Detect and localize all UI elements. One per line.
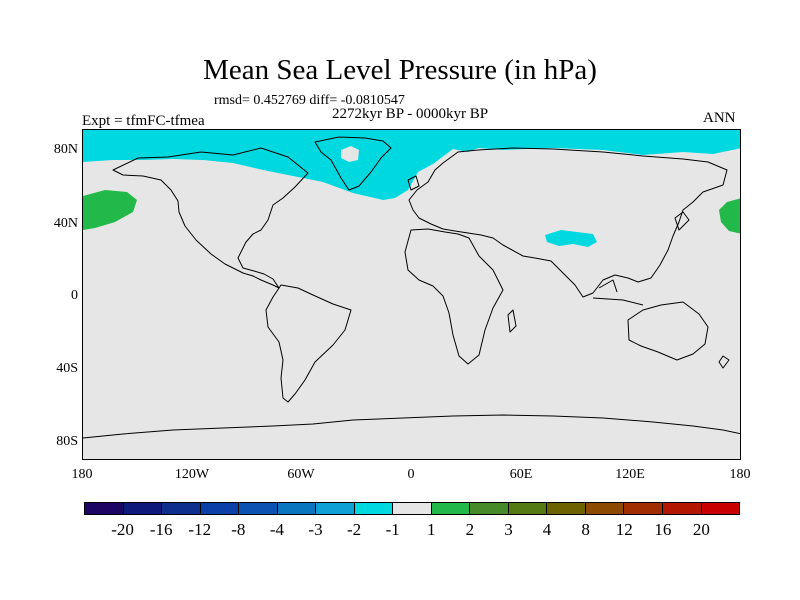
colorbar-box [431,503,471,514]
lon-label-120w: 120W [174,467,210,482]
coast-antarctica [83,414,740,439]
colorbar-label: -4 [269,520,285,539]
plot-title: Mean Sea Level Pressure (in hPa) [203,54,597,86]
coast-greenland [314,136,392,191]
period-subtitle: 2272kyr BP - 0000kyr BP [331,106,489,122]
anomaly-arctic-north-atlantic [83,130,740,200]
coast-indonesia [592,279,644,306]
colorbar-label: -3 [308,520,323,539]
lon-label-60w: 60W [287,467,315,482]
coast-australia [627,301,709,361]
colorbar-box [393,503,432,514]
colorbar-box [585,503,625,514]
coast-japan [674,211,690,231]
colorbar-label: -1 [385,520,400,539]
colorbar-box [85,503,124,514]
coast-madagascar [507,309,517,333]
lon-label-0: 0 [407,467,415,482]
lat-label-40n: 40N [53,216,78,231]
coast-africa [404,228,504,365]
colorbar-label: 12 [615,520,633,539]
colorbar-label: -20 [111,520,134,539]
anomaly-tibet [545,230,597,247]
coast-south-america [265,284,352,403]
colorbar [84,502,740,515]
world-map [82,129,741,460]
colorbar-box [624,503,663,514]
coast-north-america [112,147,309,289]
colorbar-box [200,503,240,514]
colorbar-box [508,503,548,514]
lat-label-80s: 80S [56,434,78,449]
coastlines [83,136,740,439]
map-canvas [83,130,740,439]
colorbar-box [316,503,355,514]
lon-label-180e: 180 [729,467,751,482]
stats-subtitle: rmsd= 0.452769 diff= -0.0810547 [214,93,405,108]
season-label: ANN [703,110,736,126]
colorbar-box [162,503,201,514]
colorbar-label: 2 [465,520,475,539]
colorbar-label: -16 [149,520,173,539]
anomaly-pacific-east [719,198,740,234]
anomaly-shading [83,130,740,247]
colorbar-box [662,503,702,514]
colorbar-label: 16 [654,520,672,539]
colorbar-label: 4 [542,520,552,539]
anomaly-greenland-hole [341,146,359,162]
lat-label-40s: 40S [56,361,78,376]
experiment-label: Expt = tfmFC-tfmea [82,113,205,129]
colorbar-label: 8 [581,520,590,539]
colorbar-label: -8 [231,520,246,539]
colorbar-box [123,503,163,514]
coast-new-zealand [718,355,730,369]
lat-label-80n: 80N [53,142,78,157]
colorbar-box [701,503,740,514]
colorbar-box [277,503,317,514]
colorbar-label: -12 [188,520,212,539]
colorbar-box [470,503,509,514]
coast-eurasia [408,147,728,298]
colorbar-label: 3 [504,520,513,539]
lon-label-120e: 120E [615,467,645,482]
colorbar-box [547,503,586,514]
lon-label-180w: 180 [71,467,93,482]
anomaly-pacific-west [83,190,137,230]
colorbar-box [354,503,394,514]
colorbar-box [239,503,278,514]
colorbar-label: -2 [347,520,362,539]
lat-label-0: 0 [71,288,78,303]
colorbar-label: 1 [427,520,436,539]
colorbar-label: 20 [692,520,710,539]
lon-label-60e: 60E [509,467,533,482]
coast-uk [407,175,420,191]
